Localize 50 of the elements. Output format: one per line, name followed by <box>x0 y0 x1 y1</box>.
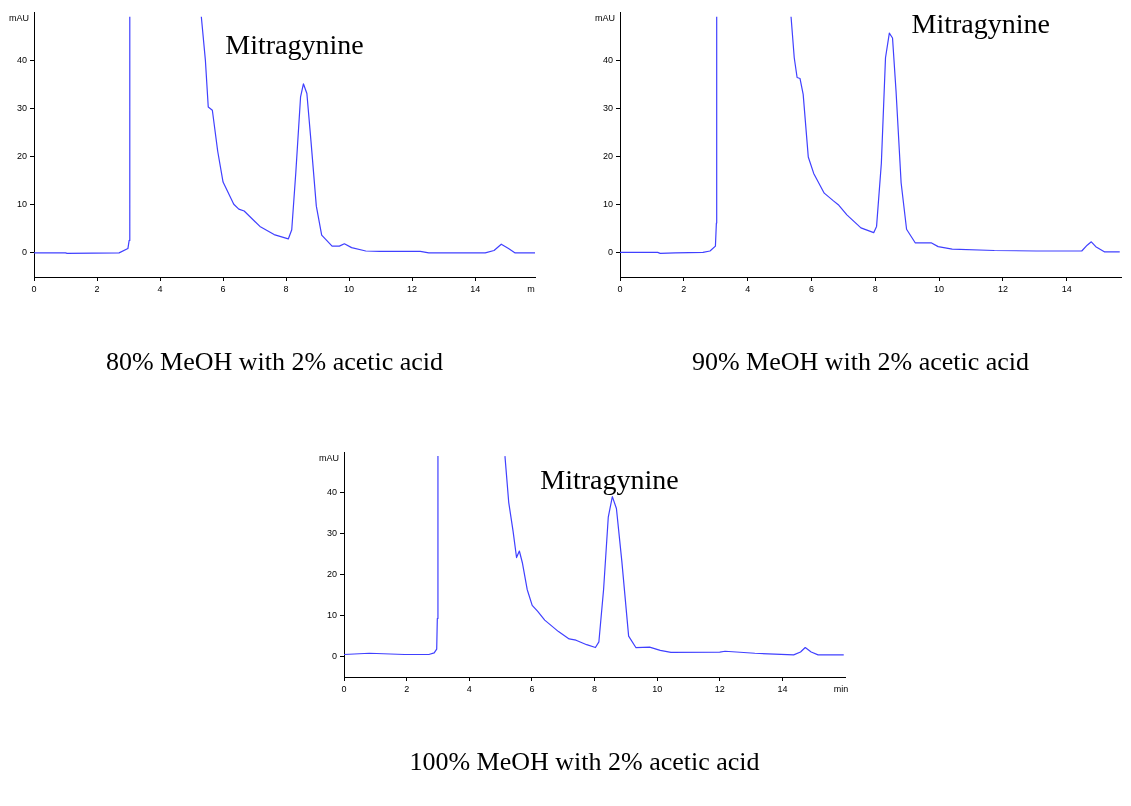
text: 100% MeOH with 2% acetic acid <box>409 747 760 777</box>
x-tick-label: 0 <box>341 683 347 694</box>
y-tick-label: 0 <box>22 247 28 258</box>
x-tick-label: 8 <box>592 683 598 694</box>
x-tick-label: 8 <box>283 283 289 294</box>
x-tick-label: 4 <box>157 283 163 294</box>
x-tick-label: 4 <box>745 283 751 294</box>
x-tick-label: 12 <box>714 683 725 694</box>
y-axis-title: mAU <box>595 12 616 23</box>
y-tick-label: 30 <box>603 102 614 113</box>
y-tick-label: 0 <box>608 247 614 258</box>
x-tick-label: 0 <box>617 283 623 294</box>
x-tick-label: 4 <box>466 683 472 694</box>
x-tick-label: 6 <box>220 283 226 294</box>
x-tick-label: 8 <box>872 283 878 294</box>
annotation: Mitragynine <box>911 7 1050 39</box>
y-tick-label: 20 <box>603 151 614 162</box>
x-tick-label: 2 <box>404 683 410 694</box>
x-tick-label: 10 <box>344 283 355 294</box>
x-tick-label: 2 <box>94 283 100 294</box>
y-tick-label: 20 <box>17 151 28 162</box>
y-tick-label: 40 <box>603 54 614 65</box>
text: 90% MeOH with 2% acetic acid <box>691 347 1030 377</box>
y-tick-label: 30 <box>17 102 28 113</box>
x-tick-label: 10 <box>652 683 663 694</box>
y-axis-title: mAU <box>9 12 30 23</box>
x-axis-title: min <box>833 683 849 694</box>
x-tick-label: 12 <box>407 283 418 294</box>
x-tick-label: 14 <box>470 283 481 294</box>
annotation: Mitragynine <box>225 28 364 60</box>
y-tick-label: 10 <box>17 199 28 210</box>
y-tick-label: 30 <box>327 528 338 539</box>
x-tick-label: 12 <box>997 283 1008 294</box>
y-tick-label: 20 <box>327 569 338 580</box>
x-tick-label: 2 <box>681 283 687 294</box>
x-axis-title: m <box>527 283 535 294</box>
x-tick-label: 6 <box>808 283 814 294</box>
x-tick-label: 10 <box>934 283 945 294</box>
x-tick-label: 0 <box>31 283 37 294</box>
y-tick-label: 40 <box>17 54 28 65</box>
y-axis-title: mAU <box>319 452 340 463</box>
y-tick-label: 40 <box>327 487 338 498</box>
x-tick-label: 14 <box>1061 283 1072 294</box>
text: 80% MeOH with 2% acetic acid <box>105 347 444 377</box>
x-tick-label: 6 <box>529 683 535 694</box>
y-tick-label: 10 <box>327 610 338 621</box>
x-tick-label: 14 <box>777 683 788 694</box>
y-tick-label: 0 <box>332 651 338 662</box>
y-tick-label: 10 <box>603 199 614 210</box>
annotation: Mitragynine <box>540 463 679 495</box>
